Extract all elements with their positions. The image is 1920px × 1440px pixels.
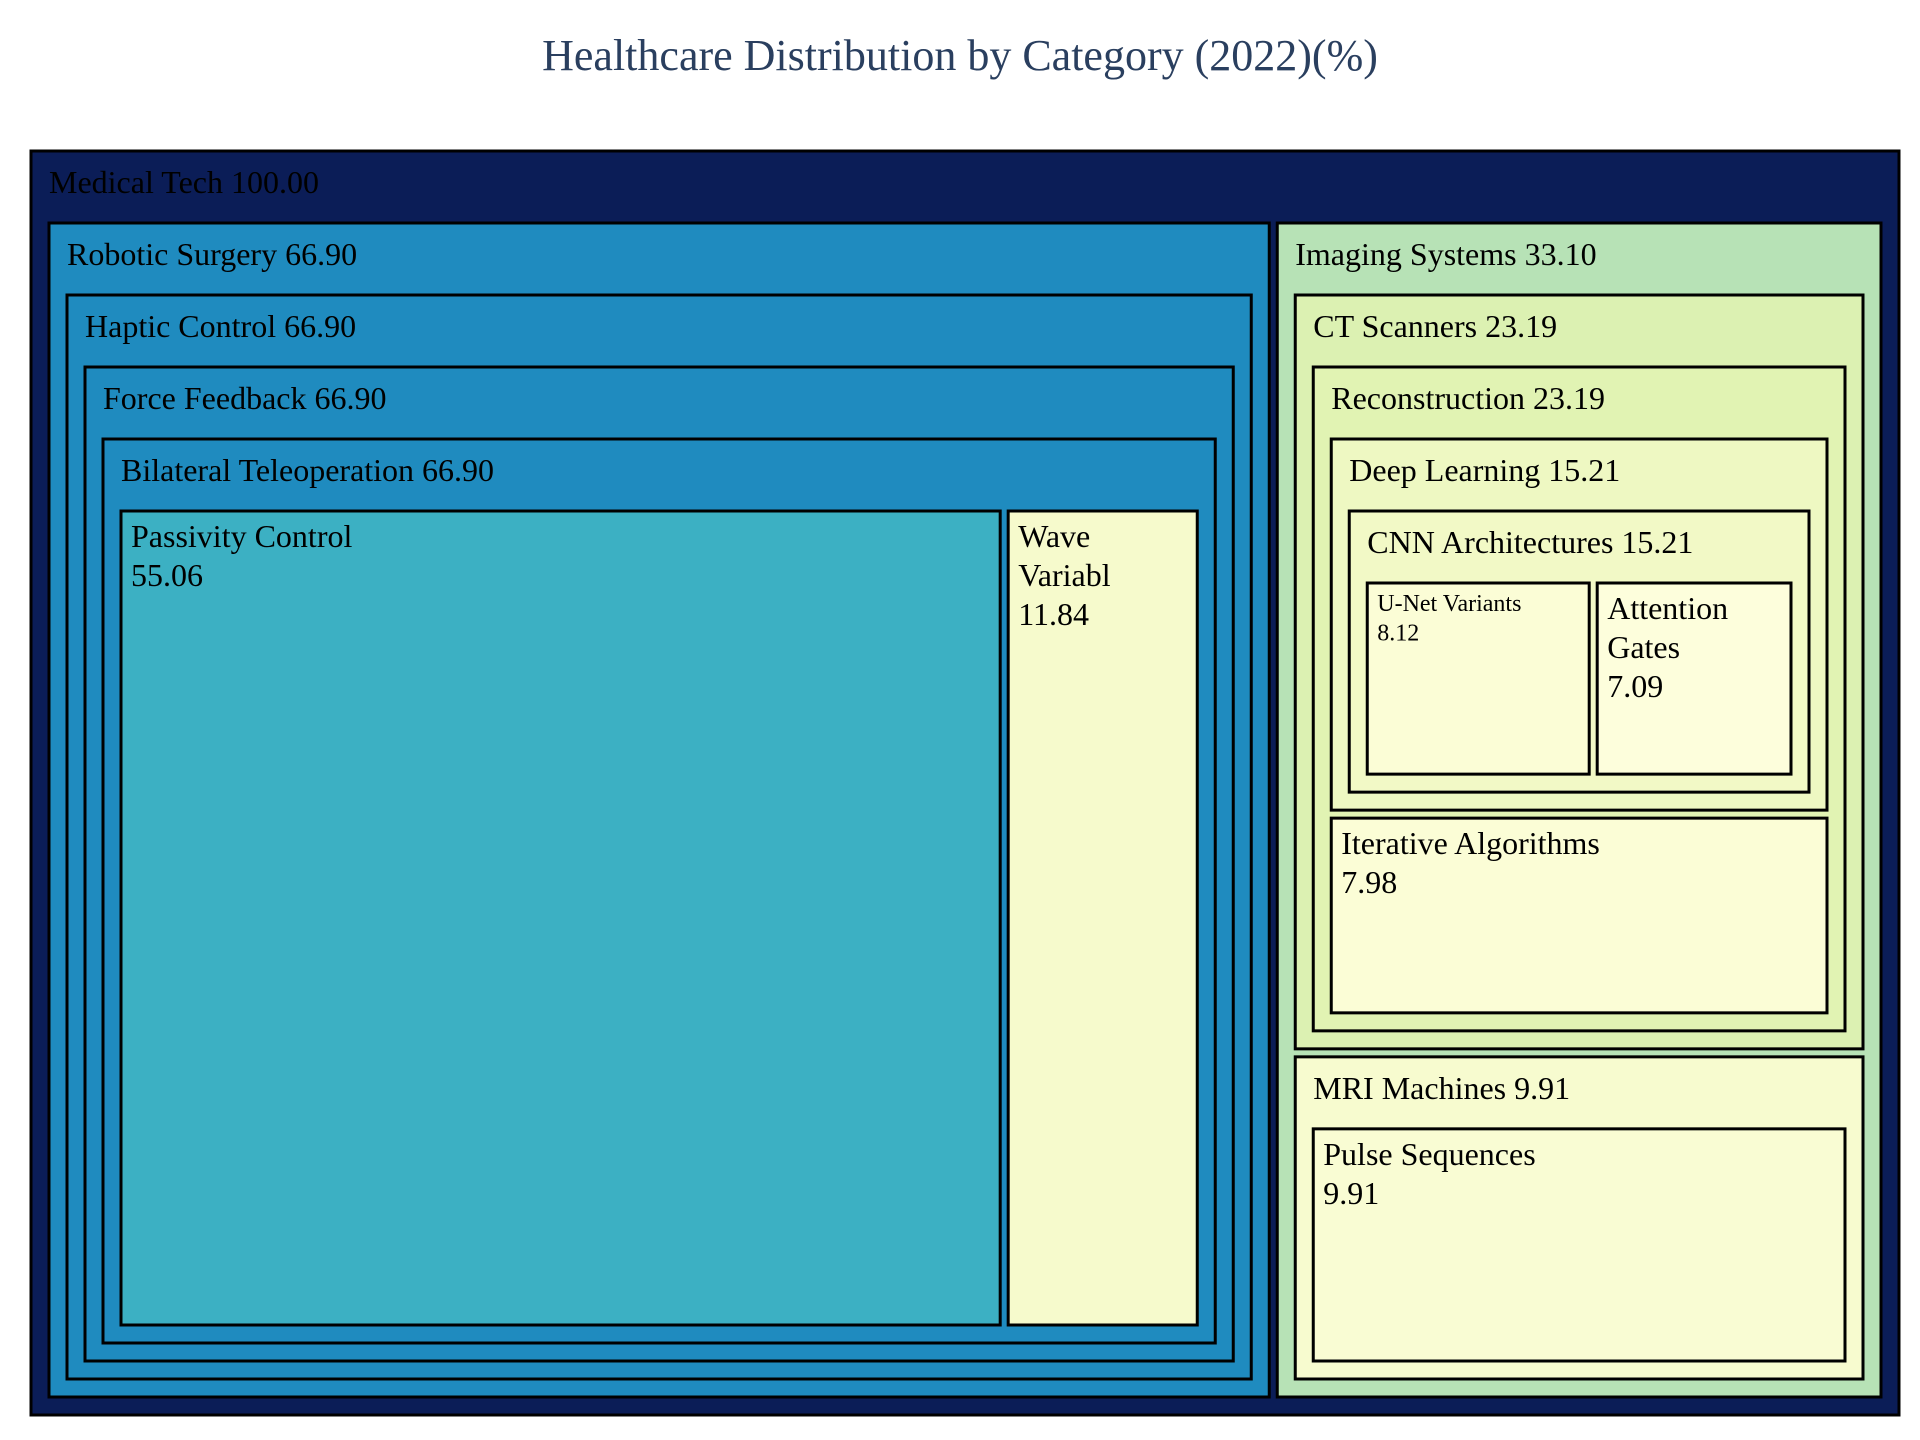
label-iterative-algorithms: Iterative Algorithms 7.98	[1341, 825, 1600, 900]
node-wave-variabl: Wave Variabl 11.84	[1006, 509, 1199, 1327]
tile-u-net-variants	[1365, 581, 1591, 776]
node-passivity-control: Passivity Control 55.06	[119, 509, 1002, 1327]
label-imaging-systems: Imaging Systems 33.10	[1295, 236, 1596, 272]
label-medical-tech: Medical Tech 100.00	[49, 164, 319, 200]
label-reconstruction: Reconstruction 23.19	[1331, 380, 1605, 416]
tile-passivity-control	[119, 509, 1002, 1327]
tile-iterative-algorithms	[1329, 816, 1829, 1015]
label-deep-learning: Deep Learning 15.21	[1349, 452, 1620, 488]
tile-wave-variabl	[1006, 509, 1199, 1327]
label-u-net-variants: U-Net Variants 8.12	[1377, 591, 1521, 646]
label-mri-machines: MRI Machines 9.91	[1313, 1070, 1570, 1106]
chart-title: Healthcare Distribution by Category (202…	[542, 31, 1378, 80]
label-attention-gates: Attention Gates 7.09	[1607, 590, 1728, 704]
label-bilateral-teleoperation: Bilateral Teleoperation 66.90	[121, 452, 494, 488]
label-cnn-architectures: CNN Architectures 15.21	[1367, 524, 1693, 560]
label-haptic-control: Haptic Control 66.90	[85, 308, 356, 344]
tile-pulse-sequences	[1311, 1127, 1847, 1363]
label-robotic-surgery: Robotic Surgery 66.90	[67, 236, 357, 272]
node-u-net-variants: U-Net Variants 8.12	[1365, 581, 1591, 776]
label-wave-variabl: Wave Variabl 11.84	[1018, 518, 1111, 632]
label-pulse-sequences: Pulse Sequences 9.91	[1323, 1136, 1535, 1211]
tile-attention-gates	[1595, 581, 1793, 776]
node-pulse-sequences: Pulse Sequences 9.91	[1311, 1127, 1847, 1363]
label-passivity-control: Passivity Control 55.06	[131, 518, 352, 593]
node-attention-gates: Attention Gates 7.09	[1595, 581, 1793, 776]
node-iterative-algorithms: Iterative Algorithms 7.98	[1329, 816, 1829, 1015]
label-ct-scanners: CT Scanners 23.19	[1313, 308, 1557, 344]
label-force-feedback: Force Feedback 66.90	[103, 380, 386, 416]
